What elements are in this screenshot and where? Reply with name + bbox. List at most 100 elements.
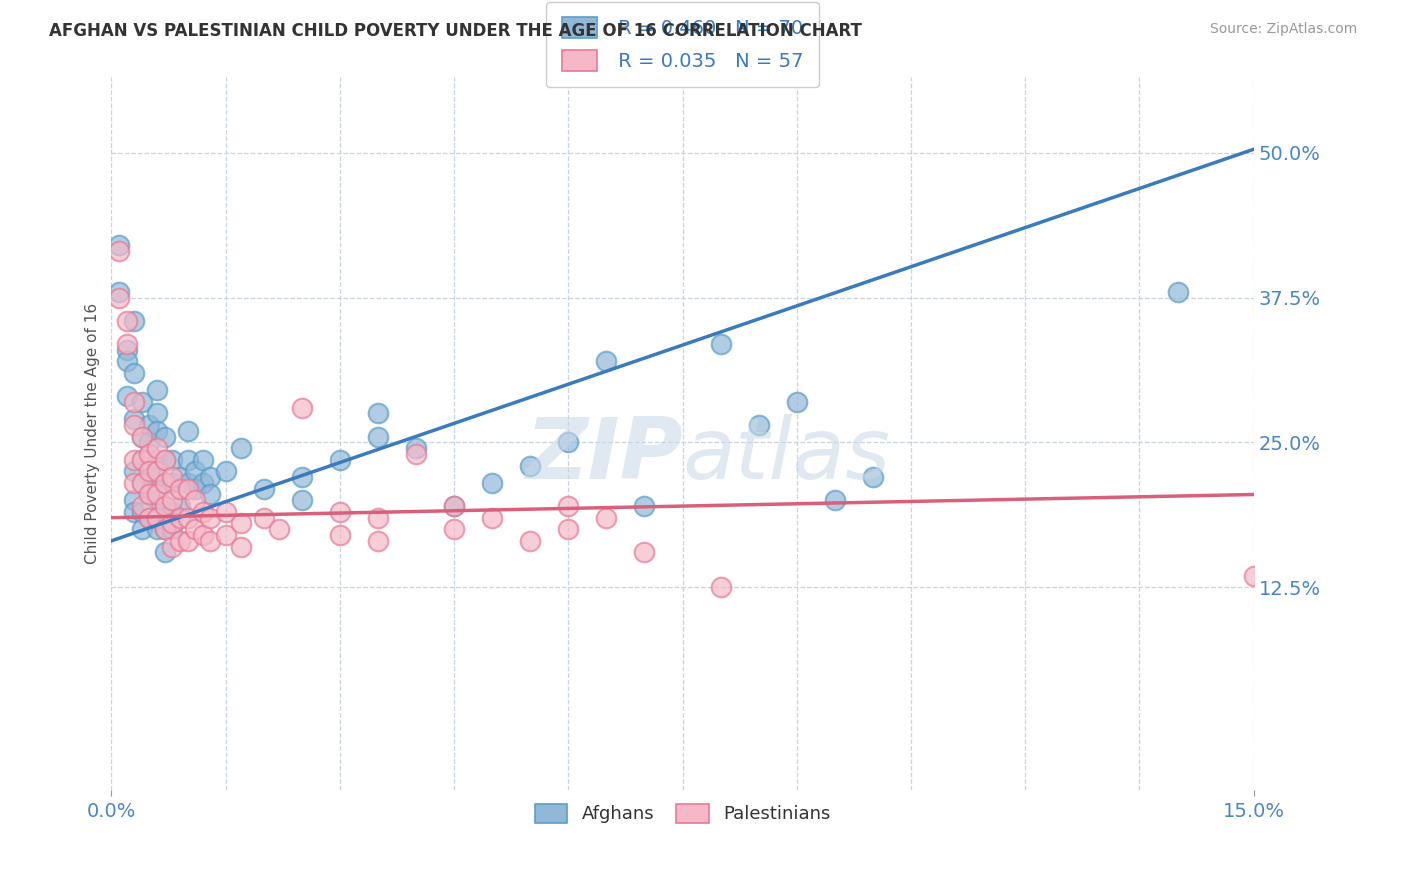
Point xyxy=(862,470,884,484)
Point xyxy=(824,493,846,508)
Point xyxy=(253,482,276,496)
Point xyxy=(443,499,465,513)
Point xyxy=(169,533,191,548)
Point xyxy=(146,441,169,455)
Point xyxy=(184,493,207,508)
Point xyxy=(786,394,808,409)
Point xyxy=(131,429,153,443)
Point xyxy=(153,475,176,490)
Point xyxy=(146,383,169,397)
Point xyxy=(146,510,169,524)
Point xyxy=(122,394,145,409)
Point xyxy=(557,522,579,536)
Point xyxy=(291,401,314,415)
Point xyxy=(169,482,191,496)
Point xyxy=(169,470,191,484)
Point xyxy=(191,528,214,542)
Point xyxy=(162,493,184,508)
Point xyxy=(138,435,160,450)
Point xyxy=(169,499,191,513)
Point xyxy=(367,429,389,443)
Point xyxy=(329,528,352,542)
Point xyxy=(122,452,145,467)
Text: Source: ZipAtlas.com: Source: ZipAtlas.com xyxy=(1209,22,1357,37)
Point xyxy=(115,337,138,351)
Point xyxy=(153,475,176,490)
Point xyxy=(214,464,236,478)
Point xyxy=(176,482,198,496)
Point xyxy=(131,522,153,536)
Point xyxy=(162,452,184,467)
Point xyxy=(138,447,160,461)
Point xyxy=(200,487,222,501)
Point xyxy=(367,406,389,420)
Point xyxy=(176,424,198,438)
Point xyxy=(122,505,145,519)
Point xyxy=(162,505,184,519)
Point xyxy=(131,505,153,519)
Point xyxy=(710,337,733,351)
Point xyxy=(146,452,169,467)
Point xyxy=(329,452,352,467)
Point xyxy=(146,406,169,420)
Point xyxy=(153,452,176,467)
Point xyxy=(169,510,191,524)
Point xyxy=(557,435,579,450)
Point xyxy=(214,528,236,542)
Point xyxy=(200,470,222,484)
Point xyxy=(633,499,655,513)
Point xyxy=(138,487,160,501)
Point xyxy=(138,417,160,432)
Point xyxy=(108,238,131,252)
Point xyxy=(191,505,214,519)
Point xyxy=(122,475,145,490)
Point xyxy=(138,487,160,501)
Point xyxy=(153,522,176,536)
Point xyxy=(519,458,541,473)
Point xyxy=(200,510,222,524)
Point xyxy=(184,464,207,478)
Point xyxy=(184,522,207,536)
Point xyxy=(291,470,314,484)
Point xyxy=(146,464,169,478)
Text: AFGHAN VS PALESTINIAN CHILD POVERTY UNDER THE AGE OF 16 CORRELATION CHART: AFGHAN VS PALESTINIAN CHILD POVERTY UNDE… xyxy=(49,22,862,40)
Legend: Afghans, Palestinians: Afghans, Palestinians xyxy=(524,793,841,834)
Point xyxy=(146,510,169,524)
Point xyxy=(1243,568,1265,582)
Point xyxy=(115,343,138,357)
Point xyxy=(131,394,153,409)
Point xyxy=(153,522,176,536)
Point xyxy=(122,464,145,478)
Point xyxy=(191,475,214,490)
Point xyxy=(291,493,314,508)
Point xyxy=(122,417,145,432)
Point xyxy=(595,510,617,524)
Point xyxy=(138,464,160,478)
Point xyxy=(633,545,655,559)
Point xyxy=(481,475,503,490)
Point xyxy=(153,545,176,559)
Point xyxy=(131,429,153,443)
Point xyxy=(108,244,131,259)
Point xyxy=(405,447,427,461)
Text: ZIP: ZIP xyxy=(524,414,682,497)
Point xyxy=(153,499,176,513)
Y-axis label: Child Poverty Under the Age of 16: Child Poverty Under the Age of 16 xyxy=(86,303,100,565)
Point xyxy=(162,470,184,484)
Point xyxy=(229,540,252,554)
Point xyxy=(267,522,290,536)
Point xyxy=(481,510,503,524)
Text: atlas: atlas xyxy=(682,414,890,497)
Point xyxy=(1167,285,1189,299)
Point xyxy=(122,366,145,380)
Point xyxy=(146,493,169,508)
Point xyxy=(131,452,153,467)
Point xyxy=(595,354,617,368)
Point xyxy=(146,522,169,536)
Point xyxy=(184,482,207,496)
Point xyxy=(176,533,198,548)
Point xyxy=(138,510,160,524)
Point xyxy=(162,522,184,536)
Point xyxy=(122,493,145,508)
Point xyxy=(329,505,352,519)
